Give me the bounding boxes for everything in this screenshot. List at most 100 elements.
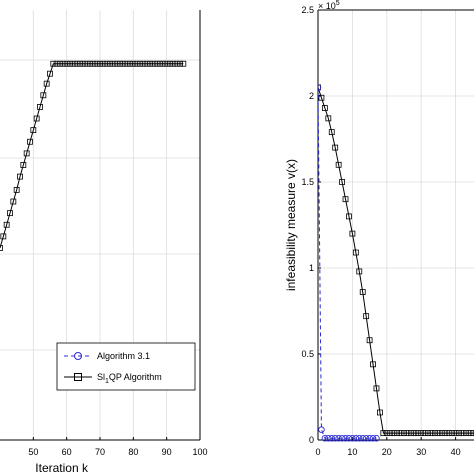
legend-sl1qp-prefix: Sl <box>97 372 105 382</box>
right-series <box>318 84 474 442</box>
left-point-5 <box>13 186 20 193</box>
right-sl1qp-point-11 <box>352 249 359 256</box>
right-sl1qp-point-43 <box>463 430 469 437</box>
right-sl1qp-point-31 <box>421 430 428 437</box>
right-sl1qp-point-5 <box>332 144 339 151</box>
left-point-29 <box>93 60 100 67</box>
left-point-23 <box>73 60 80 67</box>
right-algorithm-point-8 <box>342 435 349 442</box>
legend-entry-algorithm: Algorithm 3.1 <box>64 351 150 361</box>
right-sl1qp-point-15 <box>366 337 373 344</box>
left-point-17 <box>53 60 60 67</box>
right-sl1qp-point-26 <box>404 430 411 437</box>
left-point-12 <box>37 104 43 110</box>
left-point-18 <box>57 60 63 67</box>
right-sl1qp-point-36 <box>438 430 445 437</box>
right-sl1qp-point-28 <box>411 430 418 437</box>
left-point-3 <box>7 210 13 217</box>
right-sl1qp-point-16 <box>370 361 376 368</box>
right-sl1qp-point-27 <box>407 430 414 437</box>
right-panel: 0 10 20 30 40 0 0.5 1 1.5 2 2.5 × 105 infeasibili… <box>284 0 474 457</box>
right-algorithm-line <box>318 87 377 439</box>
legend-sl1qp-marker <box>74 373 82 381</box>
left-point-37 <box>120 60 127 67</box>
right-sl1qp-point-1 <box>318 94 325 101</box>
right-algorithm-point-13 <box>359 435 366 442</box>
right-sl1qp-point-3 <box>325 115 332 122</box>
legend-sl1qp-suffix: QP Algorithm <box>109 372 162 382</box>
left-point-31 <box>100 60 107 67</box>
right-sl1qp-point-17 <box>373 385 380 392</box>
right-algorithm-point-15 <box>366 435 373 442</box>
right-algorithm-point-10 <box>349 435 356 442</box>
right-sl1qp-point-7 <box>339 179 345 185</box>
left-point-53 <box>173 60 180 67</box>
right-algorithm-point-0 <box>318 84 322 91</box>
left-point-15 <box>47 70 53 77</box>
legend-algorithm-marker <box>74 352 82 360</box>
left-point-44 <box>143 60 150 67</box>
right-sl1qp-point-40 <box>452 430 459 437</box>
right-sl1qp-point-6 <box>335 161 342 168</box>
right-algorithm-point-3 <box>325 435 332 442</box>
right-sl1qp-point-34 <box>432 430 438 437</box>
left-x-axis-label: Iteration k <box>35 461 89 474</box>
left-point-36 <box>117 60 123 67</box>
left-xtick-label-3: 80 <box>128 447 138 457</box>
left-point-42 <box>137 60 143 67</box>
left-point-39 <box>127 60 133 67</box>
left-point-6 <box>17 173 23 180</box>
right-sl1qp-point-20 <box>383 430 390 437</box>
left-point-1 <box>0 233 7 240</box>
left-point-21 <box>67 60 73 67</box>
left-panel: 50 60 70 80 90 100 Iteration k Algorithm 3.1 … <box>0 10 208 474</box>
left-point-30 <box>97 60 103 67</box>
left-xtick-label-1: 60 <box>62 447 72 457</box>
left-point-51 <box>167 60 173 67</box>
right-sl1qp-point-13 <box>359 289 366 295</box>
right-sl1qp-point-45 <box>469 430 474 437</box>
left-point-46 <box>150 60 157 67</box>
legend-sl1qp-subscript: 1 <box>105 378 109 385</box>
right-sl1qp-point-32 <box>425 430 431 437</box>
right-grid <box>318 9 474 440</box>
left-point-28 <box>90 60 97 67</box>
right-algorithm-point-14 <box>362 435 370 442</box>
right-series-algorithm <box>318 84 380 442</box>
left-point-0 <box>0 245 3 251</box>
left-point-32 <box>103 60 110 67</box>
right-sl1qp-point-10 <box>349 230 356 237</box>
left-point-25 <box>80 60 87 67</box>
left-point-4 <box>10 198 17 205</box>
right-algorithm-point-11 <box>352 435 360 442</box>
right-sl1qp-point-4 <box>328 129 335 136</box>
right-algorithm-point-1 <box>318 426 325 433</box>
right-sl1qp-point-38 <box>445 430 452 437</box>
left-point-55 <box>180 60 187 67</box>
right-sl1qp-point-14 <box>363 313 370 320</box>
right-sl1qp-point-18 <box>377 409 383 416</box>
right-sl1qp-point-21 <box>387 430 394 437</box>
left-point-49 <box>160 60 167 67</box>
right-algorithm-point-2 <box>321 435 329 442</box>
left-point-9 <box>27 138 33 145</box>
left-point-8 <box>23 150 30 157</box>
right-sl1qp-point-9 <box>346 213 352 220</box>
right-sl1qp-point-24 <box>397 430 404 437</box>
right-xtick-label-4: 40 <box>451 447 461 457</box>
left-point-50 <box>163 60 170 67</box>
right-sl1qp-point-8 <box>342 196 349 203</box>
right-sl1qp-point-30 <box>418 430 425 437</box>
right-algorithm-point-7 <box>338 435 346 442</box>
right-ytick-label-5: 2.5 <box>301 5 314 15</box>
right-sl1qp-point-25 <box>401 430 407 437</box>
right-xtick-label-2: 20 <box>382 447 392 457</box>
left-point-16 <box>50 60 57 67</box>
right-ytick-label-0: 0 <box>309 435 314 445</box>
right-algorithm-point-9 <box>345 435 353 442</box>
left-point-47 <box>153 60 160 67</box>
left-xtick-label-0: 50 <box>28 447 38 457</box>
legend-entry-sl1qp: Sl1QP Algorithm <box>64 372 162 385</box>
exponent-power: 5 <box>336 0 340 7</box>
